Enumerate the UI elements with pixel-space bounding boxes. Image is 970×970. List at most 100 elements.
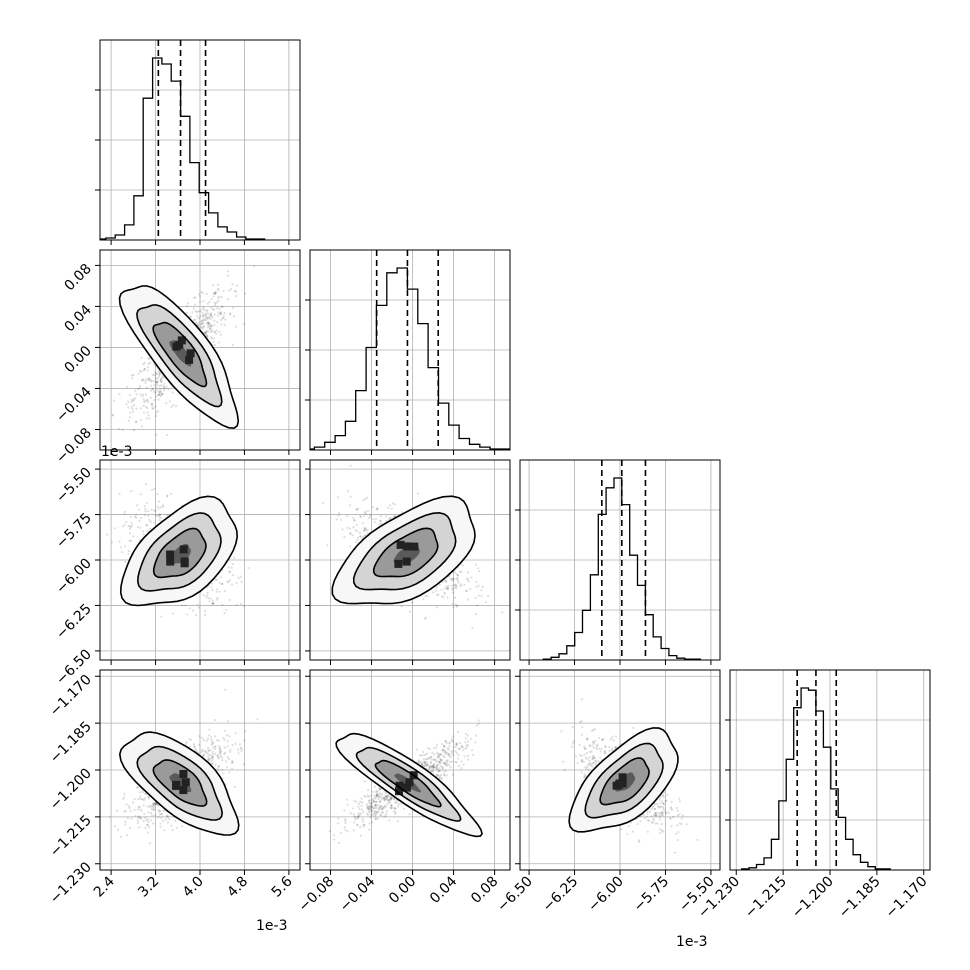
sample-point <box>189 738 192 741</box>
sample-point <box>199 309 202 312</box>
sample-point <box>213 330 216 333</box>
sample-point <box>142 804 145 807</box>
sample-point <box>124 810 127 813</box>
sample-point <box>163 386 166 389</box>
sample-point <box>419 754 422 757</box>
sample-point <box>357 802 360 806</box>
sample-point <box>437 770 440 773</box>
sample-point <box>422 757 425 760</box>
y-tick-label: −0.04 <box>53 384 95 426</box>
sample-point <box>451 751 454 754</box>
sample-point <box>365 512 368 516</box>
sample-point <box>581 759 584 762</box>
sample-point <box>229 313 232 316</box>
sample-point <box>205 317 209 320</box>
sample-point <box>371 506 374 509</box>
sample-point <box>397 805 400 808</box>
sample-point <box>374 810 377 813</box>
sample-point <box>376 810 379 813</box>
scatter-points <box>328 719 483 845</box>
sample-point <box>431 766 434 770</box>
sample-point <box>204 331 207 334</box>
sample-point <box>443 751 446 754</box>
sample-point <box>208 734 211 737</box>
sample-point <box>184 604 187 607</box>
sample-point <box>384 815 387 818</box>
sample-point <box>375 792 378 796</box>
sample-point <box>148 805 151 808</box>
sample-point <box>237 748 240 751</box>
sample-point <box>477 594 480 597</box>
sample-point <box>431 764 435 768</box>
histogram-series <box>310 267 510 450</box>
sample-point <box>230 583 234 586</box>
sample-point <box>371 800 374 803</box>
sample-point <box>349 532 352 535</box>
sample-point <box>223 738 226 741</box>
sample-point <box>147 378 150 381</box>
sample-point <box>437 593 440 596</box>
sample-point <box>361 820 364 823</box>
sample-point <box>454 603 457 606</box>
sample-point <box>371 810 374 813</box>
sample-point <box>208 316 211 319</box>
sample-point <box>234 289 237 293</box>
sample-point <box>228 289 231 292</box>
scatter-panel-2-1 <box>305 459 511 665</box>
sample-point <box>383 799 386 802</box>
sample-point <box>130 817 133 820</box>
sample-point <box>235 284 238 287</box>
sample-point <box>145 819 148 822</box>
sample-point <box>217 769 220 772</box>
sample-point <box>214 291 217 294</box>
sample-point <box>669 817 672 820</box>
sample-point <box>150 508 153 511</box>
sample-point <box>363 511 366 514</box>
sample-point <box>196 315 199 318</box>
sample-point <box>435 586 438 589</box>
sample-point <box>431 764 434 767</box>
sample-point <box>389 796 392 799</box>
sample-point <box>368 808 371 811</box>
sample-point <box>157 507 160 510</box>
sample-point <box>228 571 231 574</box>
sample-point <box>222 772 225 775</box>
sample-point <box>369 808 372 811</box>
sample-point <box>134 389 137 392</box>
density-cell <box>402 783 411 792</box>
sample-point <box>349 464 352 467</box>
sample-point <box>356 817 359 820</box>
x-tick-label: 3.2 <box>135 874 162 901</box>
sample-point <box>205 330 208 333</box>
sample-point <box>111 541 114 544</box>
sample-point <box>157 809 160 812</box>
density-cell <box>185 355 194 364</box>
sample-point <box>464 737 467 740</box>
sample-point <box>218 581 221 584</box>
sample-point <box>366 529 369 532</box>
sample-point <box>144 483 147 486</box>
sample-point <box>460 570 463 573</box>
sample-point <box>365 496 369 499</box>
sample-point <box>147 795 150 798</box>
sample-point <box>114 825 117 828</box>
sample-point <box>213 301 216 304</box>
sample-point <box>239 575 242 578</box>
sample-point <box>146 823 149 827</box>
sample-point <box>358 813 361 816</box>
sample-point <box>153 521 156 525</box>
sample-point <box>135 513 138 516</box>
sample-point <box>428 764 431 767</box>
sample-point <box>230 288 233 291</box>
sample-point <box>161 392 164 395</box>
sample-point <box>669 806 672 809</box>
sample-point <box>130 490 133 493</box>
sample-point <box>146 823 149 827</box>
sample-point <box>368 799 371 802</box>
sample-point <box>155 380 159 383</box>
sample-point <box>211 589 214 592</box>
sample-point <box>155 395 158 398</box>
sample-point <box>207 756 210 759</box>
sample-point <box>373 806 377 809</box>
sample-point <box>160 380 163 383</box>
